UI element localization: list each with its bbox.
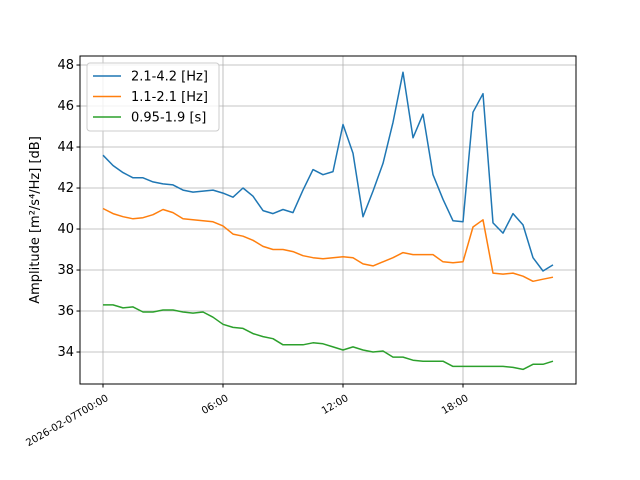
series-line-2 (103, 304, 554, 371)
plot-frame (79, 55, 577, 385)
x-tick-label: 12:00 (320, 393, 350, 417)
series-line-0 (102, 71, 554, 272)
legend-box (86, 62, 220, 132)
x-tick-label: 18:00 (440, 393, 470, 417)
legend: 2.1-4.2 [Hz] 1.1-2.1 [Hz] 0.95-1.9 [s] (86, 62, 220, 132)
y-tick-label: 36 (57, 304, 74, 319)
y-tick-label: 44 (57, 140, 74, 155)
series-line-1 (102, 207, 554, 283)
y-tick-label: 48 (57, 58, 74, 73)
legend-label: 2.1-4.2 [Hz] (131, 70, 208, 85)
x-tick-label: 2026-02-07T00:00 (24, 393, 110, 449)
y-tick-label: 38 (57, 263, 74, 278)
y-tick-label: 34 (57, 345, 74, 360)
y-tick-label: 40 (57, 222, 74, 237)
series-lines (102, 71, 554, 371)
legend-label: 1.1-2.1 [Hz] (131, 90, 208, 105)
y-tick-label: 42 (57, 181, 74, 196)
y-tick-label: 46 (57, 99, 74, 114)
y-axis-label: Amplitude [m²/s⁴/Hz] [dB] (28, 136, 43, 304)
x-tick-label: 06:00 (200, 393, 230, 417)
legend-label: 0.95-1.9 [s] (131, 111, 206, 126)
